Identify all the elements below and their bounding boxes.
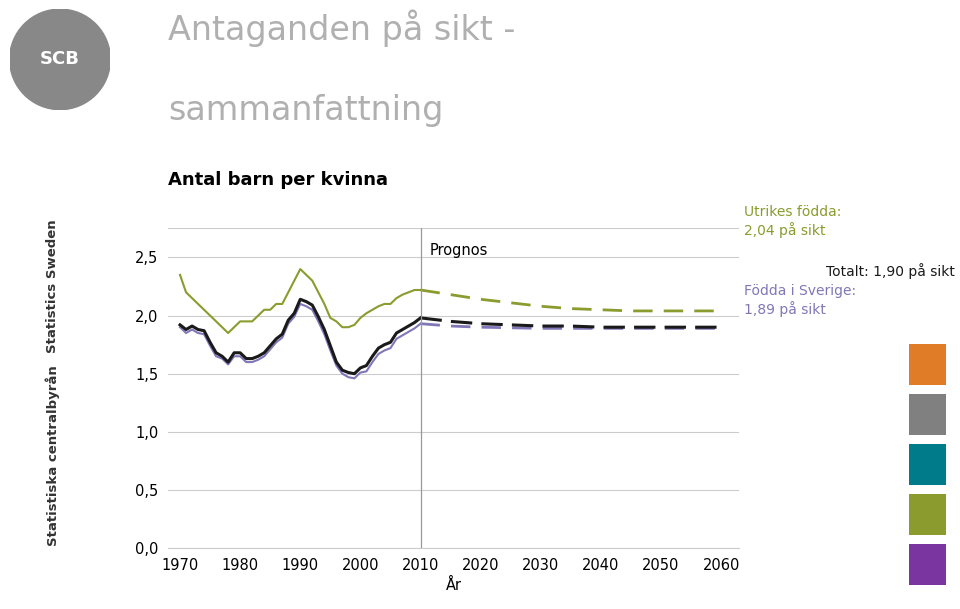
Text: Totalt: 1,90 på sikt: Totalt: 1,90 på sikt xyxy=(826,263,954,279)
Text: SCB: SCB xyxy=(40,51,80,68)
Text: Antaganden på sikt -: Antaganden på sikt - xyxy=(168,9,516,47)
Text: Prognos: Prognos xyxy=(429,244,488,258)
Text: Statistiska centralbyrån: Statistiska centralbyrån xyxy=(45,365,60,546)
Text: Utrikes födda:: Utrikes födda: xyxy=(744,205,841,219)
Text: 1,89 på sikt: 1,89 på sikt xyxy=(744,301,826,317)
Ellipse shape xyxy=(10,9,110,110)
Text: sammanfattning: sammanfattning xyxy=(168,94,444,127)
X-axis label: År: År xyxy=(445,579,462,593)
Text: Statistics Sweden: Statistics Sweden xyxy=(46,219,60,353)
Text: 2,04 på sikt: 2,04 på sikt xyxy=(744,222,826,238)
Text: Antal barn per kvinna: Antal barn per kvinna xyxy=(168,171,388,189)
Text: Födda i Sverige:: Födda i Sverige: xyxy=(744,284,856,298)
